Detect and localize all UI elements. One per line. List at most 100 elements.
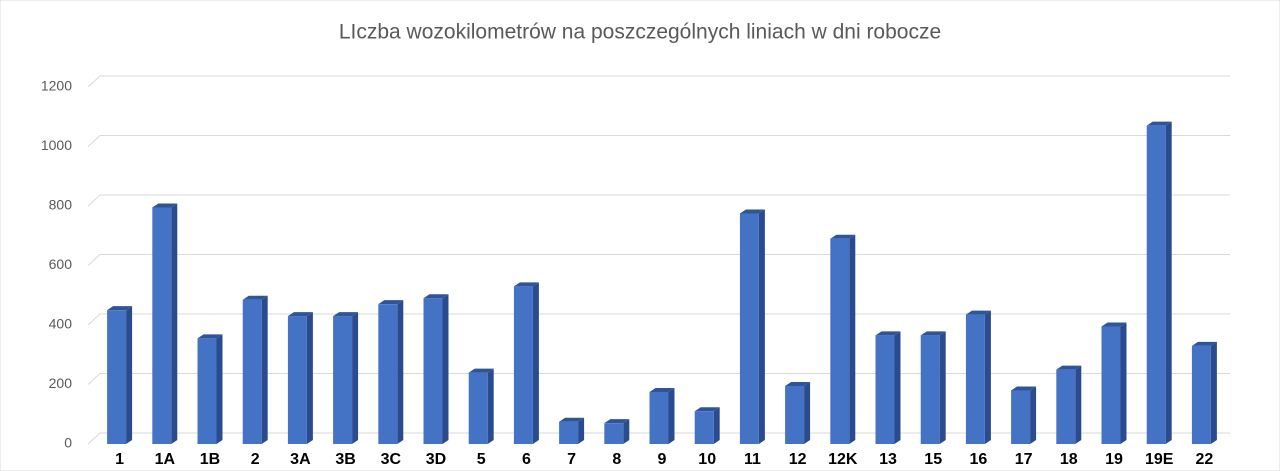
bar-top bbox=[107, 306, 133, 311]
bar bbox=[1191, 345, 1211, 444]
x-tick-label: 17 bbox=[1015, 451, 1033, 468]
bar bbox=[694, 411, 714, 444]
bar-side bbox=[306, 312, 313, 444]
x-tick-label: 22 bbox=[1196, 451, 1214, 468]
bar-side bbox=[1165, 121, 1172, 445]
bar bbox=[107, 310, 127, 444]
bar-side bbox=[578, 417, 585, 444]
bar bbox=[830, 238, 850, 444]
bar bbox=[649, 391, 669, 444]
bar-side bbox=[126, 306, 133, 444]
bar-side bbox=[849, 234, 856, 444]
x-tick-label: 13 bbox=[879, 451, 897, 468]
bar-top bbox=[830, 234, 856, 239]
bar-top bbox=[1101, 322, 1127, 327]
x-tick-label: 1A bbox=[155, 451, 176, 468]
bar bbox=[513, 286, 533, 444]
bar-top bbox=[513, 282, 539, 287]
bar-top bbox=[965, 310, 991, 315]
bar-top bbox=[152, 203, 178, 208]
bar bbox=[333, 316, 353, 444]
x-tick-label: 15 bbox=[924, 451, 942, 468]
bar-side bbox=[216, 334, 223, 444]
bar bbox=[1101, 326, 1121, 444]
bar-side bbox=[397, 300, 404, 444]
bar-top bbox=[785, 381, 811, 386]
x-tick-label: 19E bbox=[1145, 451, 1174, 468]
bar-side bbox=[1120, 322, 1127, 444]
bar bbox=[242, 299, 262, 444]
bar bbox=[739, 213, 759, 444]
x-tick-label: 11 bbox=[744, 451, 761, 468]
bar-top bbox=[333, 312, 359, 317]
bar-side bbox=[1075, 365, 1082, 444]
x-tick-label: 19 bbox=[1105, 451, 1123, 468]
bar bbox=[197, 338, 217, 444]
x-tick-label: 9 bbox=[658, 451, 667, 468]
bar bbox=[378, 304, 398, 444]
bar-top bbox=[242, 295, 268, 300]
x-tick-label: 3C bbox=[381, 451, 402, 468]
x-tick-label: 8 bbox=[612, 451, 621, 468]
bar-top bbox=[604, 419, 630, 424]
bar bbox=[785, 385, 805, 444]
x-tick-label: 1B bbox=[200, 451, 220, 468]
bar-top bbox=[649, 387, 675, 392]
bar-top bbox=[559, 417, 585, 422]
bar-side bbox=[261, 295, 268, 444]
bar-side bbox=[442, 294, 449, 444]
bar bbox=[1011, 390, 1031, 444]
bar bbox=[1146, 125, 1166, 445]
bar-top bbox=[468, 368, 494, 373]
x-tick-label: 3B bbox=[335, 451, 355, 468]
bar bbox=[920, 335, 940, 444]
chart-title: LIczba wozokilometrów na poszczególnych … bbox=[339, 21, 941, 44]
y-tick-label: 1200 bbox=[41, 78, 72, 94]
bar-top bbox=[1056, 365, 1082, 370]
bar-top bbox=[1191, 341, 1217, 346]
bar-top bbox=[197, 334, 223, 339]
x-tick-label: 6 bbox=[522, 451, 531, 468]
grid-line bbox=[87, 135, 1230, 147]
bar-top bbox=[423, 294, 449, 299]
bar-top bbox=[694, 407, 720, 412]
bar-top bbox=[1011, 386, 1037, 391]
bar bbox=[559, 421, 579, 444]
x-tick-label: 12K bbox=[828, 451, 858, 468]
bar-top bbox=[287, 312, 313, 317]
bar bbox=[287, 316, 307, 444]
grid-line bbox=[87, 194, 1230, 207]
bar-side bbox=[623, 419, 630, 444]
bar bbox=[1056, 369, 1076, 444]
bar-side bbox=[668, 387, 675, 444]
x-tick-label: 5 bbox=[477, 451, 486, 468]
bar bbox=[604, 423, 624, 444]
x-tick-label: 7 bbox=[567, 451, 576, 468]
bar bbox=[468, 372, 488, 444]
bar-top bbox=[920, 331, 946, 336]
x-tick-label: 3D bbox=[426, 451, 446, 468]
x-tick-label: 16 bbox=[970, 451, 988, 468]
y-tick-label: 800 bbox=[49, 197, 73, 213]
grid-line bbox=[87, 75, 1230, 88]
x-tick-label: 18 bbox=[1060, 451, 1078, 468]
bar-side bbox=[1210, 341, 1217, 444]
bar bbox=[875, 335, 895, 444]
bar-side bbox=[532, 282, 539, 444]
y-tick-label: 400 bbox=[49, 316, 73, 332]
bar-top bbox=[875, 331, 901, 336]
y-tick-label: 600 bbox=[49, 256, 73, 272]
x-tick-label: 3A bbox=[290, 451, 311, 468]
bar bbox=[423, 298, 443, 444]
y-tick-label: 1000 bbox=[41, 137, 72, 153]
bar bbox=[152, 207, 172, 444]
y-tick-label: 0 bbox=[64, 435, 72, 451]
x-tick-label: 1 bbox=[115, 451, 124, 468]
bar-side bbox=[352, 312, 359, 444]
bar-side bbox=[171, 203, 178, 444]
bar-side bbox=[713, 407, 720, 444]
x-tick-label: 10 bbox=[698, 451, 716, 468]
bar-side bbox=[939, 331, 946, 444]
